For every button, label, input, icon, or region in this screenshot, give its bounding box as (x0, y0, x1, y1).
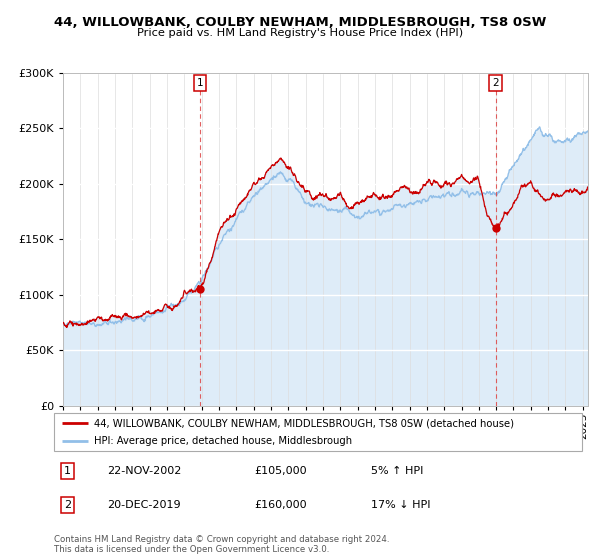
Text: 22-NOV-2002: 22-NOV-2002 (107, 466, 181, 476)
Text: Contains HM Land Registry data © Crown copyright and database right 2024.
This d: Contains HM Land Registry data © Crown c… (54, 535, 389, 554)
Text: £105,000: £105,000 (254, 466, 307, 476)
Text: Price paid vs. HM Land Registry's House Price Index (HPI): Price paid vs. HM Land Registry's House … (137, 28, 463, 38)
Text: 44, WILLOWBANK, COULBY NEWHAM, MIDDLESBROUGH, TS8 0SW (detached house): 44, WILLOWBANK, COULBY NEWHAM, MIDDLESBR… (94, 418, 514, 428)
Text: 2: 2 (493, 78, 499, 88)
Text: 17% ↓ HPI: 17% ↓ HPI (371, 500, 430, 510)
Text: 20-DEC-2019: 20-DEC-2019 (107, 500, 181, 510)
Text: 1: 1 (197, 78, 203, 88)
Text: 5% ↑ HPI: 5% ↑ HPI (371, 466, 423, 476)
Text: 44, WILLOWBANK, COULBY NEWHAM, MIDDLESBROUGH, TS8 0SW: 44, WILLOWBANK, COULBY NEWHAM, MIDDLESBR… (54, 16, 546, 29)
Text: 1: 1 (64, 466, 71, 476)
FancyBboxPatch shape (54, 413, 582, 451)
Text: £160,000: £160,000 (254, 500, 307, 510)
Text: HPI: Average price, detached house, Middlesbrough: HPI: Average price, detached house, Midd… (94, 436, 352, 446)
Text: 2: 2 (64, 500, 71, 510)
